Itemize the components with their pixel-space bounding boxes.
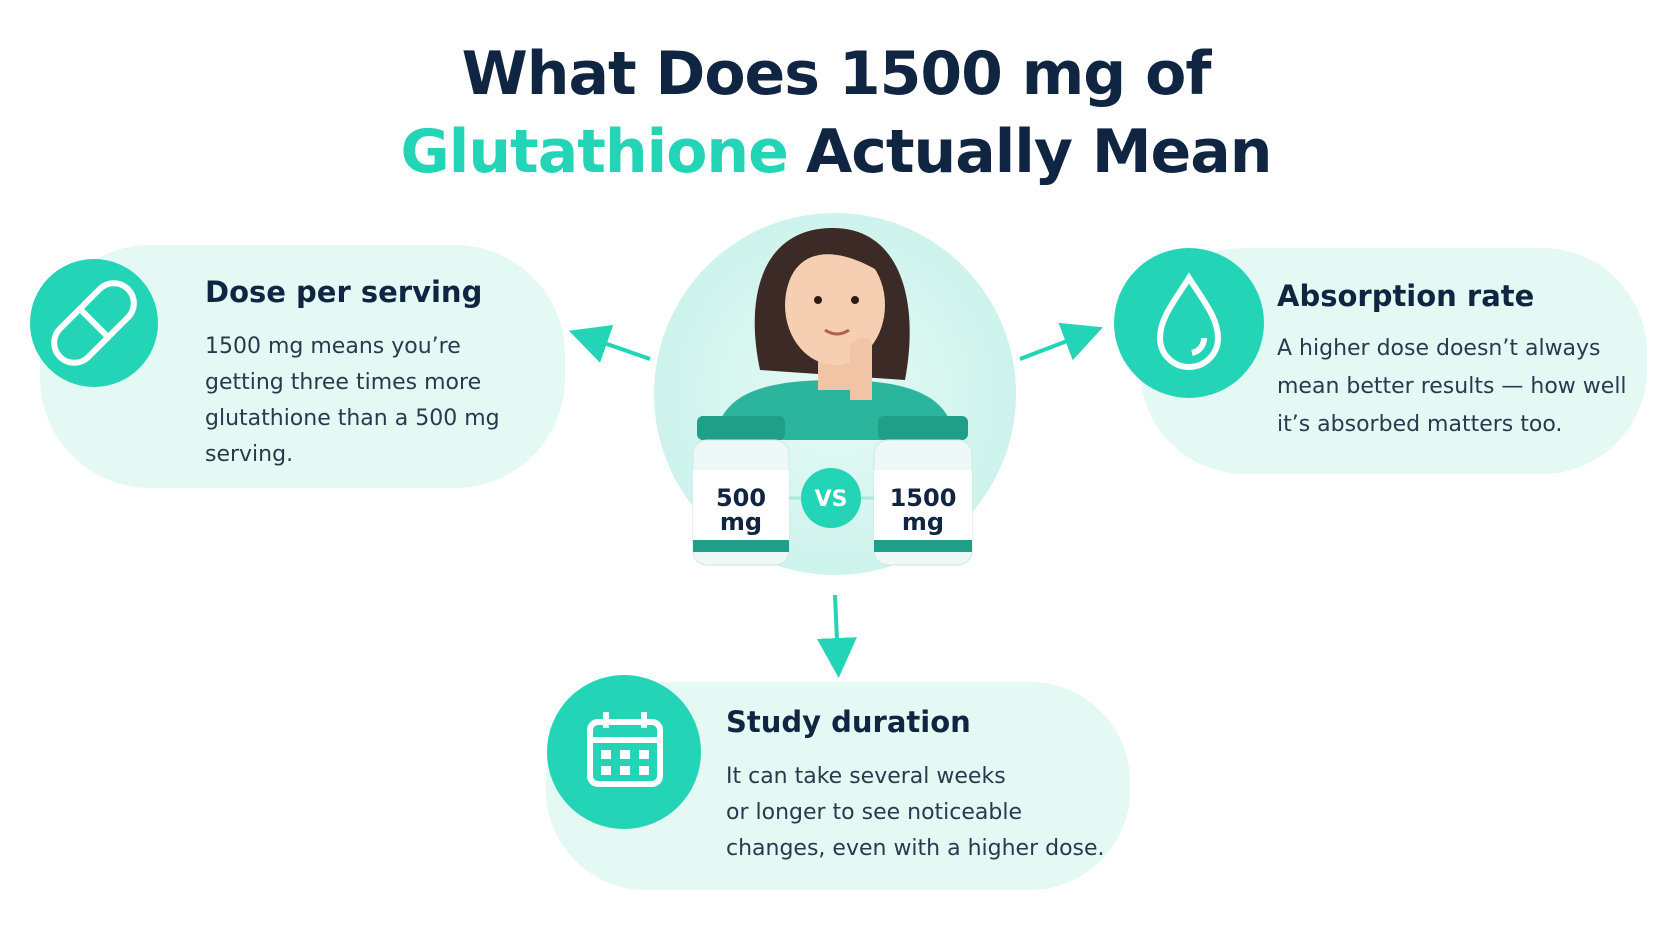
card-bg <box>1140 248 1647 474</box>
vs-label: VS <box>815 487 848 512</box>
calendar-icon <box>587 712 663 787</box>
title-highlight: Glutathione <box>401 117 788 187</box>
bottle-amount: 500 <box>716 484 766 512</box>
card-text: 1500 mg means you’re <box>205 334 461 359</box>
card-bg <box>40 245 565 488</box>
card-text: it’s absorbed matters too. <box>1277 412 1562 437</box>
title-line2: Glutathione Actually Mean <box>401 117 1272 187</box>
bottle-unit: mg <box>720 508 762 536</box>
card-text: serving. <box>205 442 293 467</box>
vs-circle <box>801 468 861 528</box>
calendar-days <box>601 750 649 775</box>
card-heading: Dose per serving <box>205 275 482 309</box>
drop-icon <box>1156 272 1222 370</box>
bottle-unit: mg <box>902 508 944 536</box>
card-text: A higher dose doesn’t always <box>1277 336 1601 361</box>
bottle <box>873 416 973 566</box>
card-text: It can take several weeks <box>726 764 1006 789</box>
icon-circle <box>1114 248 1264 398</box>
card-text: or longer to see noticeable <box>726 800 1022 825</box>
card-text: changes, even with a higher dose. <box>726 836 1105 861</box>
capsule-icon <box>51 280 137 366</box>
card-text: getting three times more <box>205 370 481 395</box>
title-line1: What Does 1500 mg of <box>462 39 1213 109</box>
person <box>715 227 955 440</box>
card-text: mean better results — how well <box>1277 374 1627 399</box>
arrows <box>568 322 1103 678</box>
title-rest: Actually Mean <box>806 117 1272 187</box>
bottle-amount: 1500 <box>890 484 957 512</box>
card-heading: Absorption rate <box>1277 279 1534 313</box>
card-text: glutathione than a 500 mg <box>205 406 500 431</box>
card-texts: Dose per serving 1500 mg means you’re gett… <box>205 275 1627 861</box>
card-heading: Study duration <box>726 705 971 739</box>
bottle <box>692 416 790 566</box>
